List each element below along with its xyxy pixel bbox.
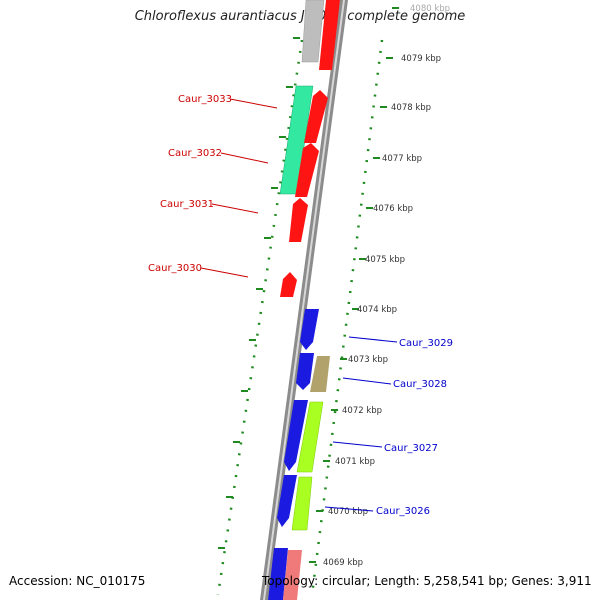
gene-pink (283, 550, 302, 600)
outer-strand-genes (280, 0, 340, 600)
leader-line (220, 152, 269, 164)
topology-text: Topology: circular; Length: 5,258,541 bp… (262, 574, 592, 588)
gene-red (319, 0, 340, 70)
tick-label: 4072 kbp (342, 406, 382, 416)
inner-strand-genes (268, 0, 325, 600)
tick-label: 4069 kbp (323, 558, 363, 568)
gene-blue (268, 548, 288, 600)
leader-line (348, 336, 398, 343)
gene-red (289, 198, 308, 242)
major-ticks (309, 7, 399, 563)
gene-red (304, 90, 328, 143)
left-major-ticks (218, 37, 300, 549)
tick-label: 4075 kbp (365, 255, 405, 265)
gene-gray (301, 0, 325, 63)
tick-label: 4070 kbp (328, 507, 368, 517)
tick-labels: 4080 kbp 4079 kbp 4078 kbp 4077 kbp 4076… (323, 4, 450, 568)
tick-label: 4078 kbp (391, 103, 431, 113)
tick-label: 4073 kbp (348, 355, 388, 365)
tick-label: 4077 kbp (382, 154, 422, 164)
map-title: Chloroflexus aurantiacus J-10-fl, comple… (134, 9, 466, 24)
leader-line (324, 506, 374, 512)
gene-label-caur-3027: Caur_3027 (384, 443, 438, 454)
right-gene-labels: Caur_3029 Caur_3028 Caur_3027 Caur_3026 (324, 336, 453, 517)
tick-label: 4080 kbp (410, 4, 450, 14)
gene-label-caur-3028: Caur_3028 (393, 379, 447, 390)
genome-backbone-highlight (263, 0, 345, 600)
gene-blue (296, 353, 314, 390)
gene-label-caur-3030: Caur_3030 (148, 263, 202, 274)
left-gene-labels: Caur_3033 Caur_3032 Caur_3031 Caur_3030 (148, 94, 278, 278)
tick-label: 4076 kbp (373, 204, 413, 214)
leader-line (200, 267, 249, 278)
tick-label: 4071 kbp (335, 457, 375, 467)
accession-text: Accession: NC_010175 (9, 574, 146, 588)
gene-blue (277, 475, 297, 527)
leader-line (229, 98, 278, 109)
gene-lime (291, 476, 313, 531)
gene-blue (284, 400, 308, 471)
gene-lime (296, 401, 324, 473)
gene-red (280, 272, 297, 297)
gene-olive (310, 356, 330, 392)
gene-red (295, 143, 319, 197)
gene-label-caur-3029: Caur_3029 (399, 338, 453, 349)
tick-label: 4079 kbp (401, 54, 441, 64)
gene-label-caur-3032: Caur_3032 (168, 148, 222, 159)
leader-line (332, 441, 383, 448)
leader-line (342, 377, 392, 385)
gene-label-caur-3033: Caur_3033 (178, 94, 232, 105)
gene-label-caur-3026: Caur_3026 (376, 506, 430, 517)
gene-label-caur-3031: Caur_3031 (160, 199, 214, 210)
tick-label: 4074 kbp (357, 305, 397, 315)
leader-line (211, 203, 259, 214)
gene-blue (300, 309, 319, 350)
